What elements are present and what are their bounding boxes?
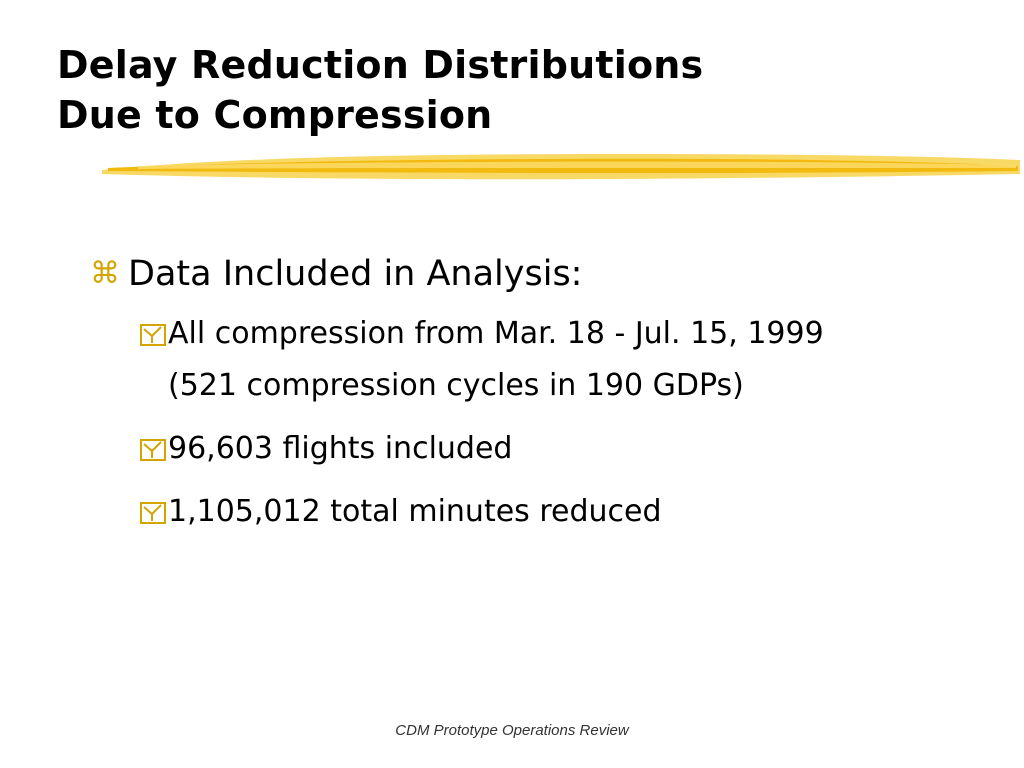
checkbox-icon	[140, 486, 168, 538]
bullet-heading-text: Data Included in Analysis:	[128, 254, 583, 294]
checkbox-icon	[140, 423, 168, 475]
command-key-icon: ⌘	[90, 256, 120, 291]
sub-bullet-list: All compression from Mar. 18 - Jul. 15, …	[140, 308, 990, 538]
sub-bullet-compression-period: All compression from Mar. 18 - Jul. 15, …	[140, 308, 990, 412]
slide-title-line-2: Due to Compression	[57, 93, 493, 137]
sub-bullet-minutes: 1,105,012 total minutes reduced	[140, 486, 990, 538]
slide-title: Delay Reduction Distributions Due to Com…	[57, 40, 703, 140]
slide-title-line-1: Delay Reduction Distributions	[57, 43, 704, 87]
sub-bullet-flights: 96,603 flights included	[140, 423, 990, 475]
bullet-content: ⌘ Data Included in Analysis: All compres…	[90, 248, 990, 549]
brush-stroke-underline	[102, 154, 1020, 180]
sub-bullet-text: 96,603 flights included	[168, 431, 513, 466]
sub-bullet-text: All compression from Mar. 18 - Jul. 15, …	[168, 316, 824, 403]
sub-bullet-text: 1,105,012 total minutes reduced	[168, 494, 662, 529]
checkbox-icon	[140, 308, 168, 360]
bullet-data-included: ⌘ Data Included in Analysis:	[90, 248, 990, 300]
slide-footer: CDM Prototype Operations Review	[395, 722, 629, 739]
